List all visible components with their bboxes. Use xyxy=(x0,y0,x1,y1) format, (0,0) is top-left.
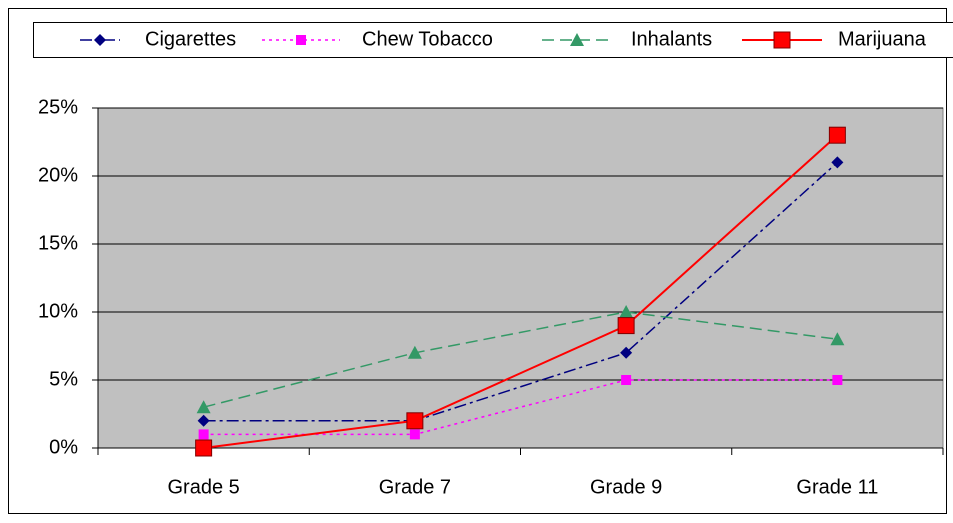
marker xyxy=(832,375,843,385)
series-line xyxy=(203,161,838,422)
y-tick-label: 0% xyxy=(49,436,78,458)
legend-label: Marijuana xyxy=(838,28,927,50)
x-tick-label: Grade 7 xyxy=(379,476,451,498)
y-tick-label: 15% xyxy=(38,232,78,254)
marker xyxy=(409,429,420,440)
legend-label: Cigarettes xyxy=(145,28,236,50)
x-tick-label: Grade 9 xyxy=(590,476,662,498)
y-tick-label: 10% xyxy=(38,300,78,322)
legend-label: Chew Tobacco xyxy=(362,28,493,50)
marker xyxy=(407,345,422,359)
x-tick-label: Grade 5 xyxy=(167,476,239,498)
marker xyxy=(619,305,634,318)
x-tick-label: Grade 11 xyxy=(796,476,878,498)
y-tick-label: 5% xyxy=(49,368,78,390)
y-tick-label: 25% xyxy=(38,96,78,118)
y-tick-label: 20% xyxy=(38,164,78,186)
marker xyxy=(620,346,633,359)
marker xyxy=(198,429,209,440)
marker xyxy=(621,375,632,385)
marker xyxy=(773,31,791,49)
marker xyxy=(828,126,846,144)
legend-label: Inhalants xyxy=(631,28,712,50)
marker xyxy=(570,33,584,46)
marker xyxy=(617,317,635,335)
marker xyxy=(830,332,845,346)
plot-area xyxy=(97,107,944,449)
series-line xyxy=(203,134,839,449)
marker xyxy=(406,412,424,430)
marker xyxy=(94,34,106,46)
series-line xyxy=(203,311,838,408)
marker xyxy=(196,400,211,414)
marker xyxy=(195,439,213,457)
marker xyxy=(197,414,210,427)
marker xyxy=(296,35,306,45)
marker xyxy=(831,156,844,169)
